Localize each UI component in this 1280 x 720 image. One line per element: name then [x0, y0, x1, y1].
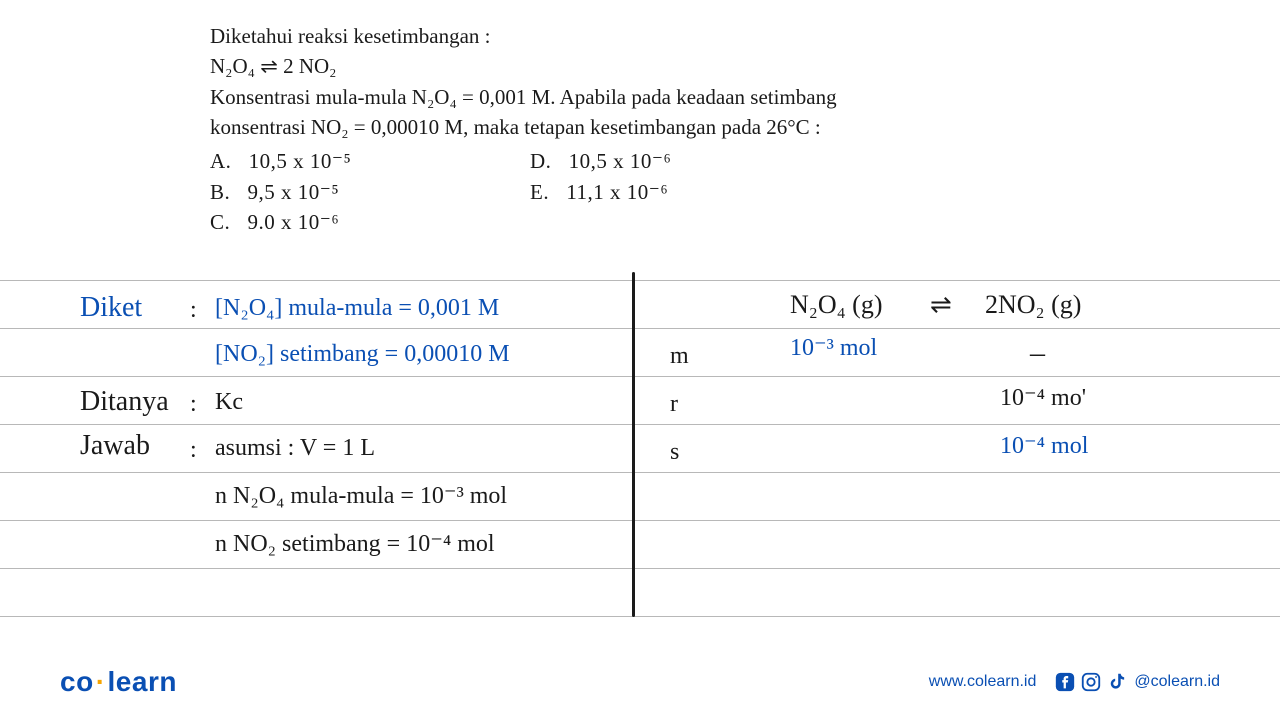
question-line1: Konsentrasi mula-mula N₂O₄ = 0,001 M. Ap…: [210, 83, 1110, 111]
ruled-line: [0, 376, 1280, 377]
option-e: E. 11,1 x 10⁻⁶: [530, 178, 850, 206]
jawab-sep: :: [190, 438, 197, 462]
ice-m-left: 10⁻³ mol: [790, 336, 877, 360]
option-b: B. 9,5 x 10⁻⁵: [210, 178, 530, 206]
ice-header-right: 2NO₂ (g): [985, 292, 1081, 318]
brand-co: co: [60, 666, 94, 697]
jawab-line2: n N₂O₄ mula-mula = 10⁻³ mol: [215, 484, 507, 508]
option-a-value: 10,5 x 10⁻⁵: [249, 149, 352, 173]
footer: co·learn www.colearn.id @colearn.id: [0, 662, 1280, 702]
jawab-label: Jawab: [80, 432, 150, 460]
tiktok-icon: [1106, 671, 1128, 693]
ice-r-right: 10⁻⁴ mo': [1000, 386, 1086, 410]
question-intro: Diketahui reaksi kesetimbangan :: [210, 22, 1110, 50]
ditanya-label: Ditanya: [80, 388, 169, 416]
option-d-value: 10,5 x 10⁻⁶: [569, 149, 672, 173]
ruled-line: [0, 472, 1280, 473]
vertical-divider: [632, 272, 635, 617]
question-equation: N₂O₄ ⇌ 2 NO₂: [210, 52, 1110, 80]
diket-label: Diket: [80, 294, 142, 322]
ditanya-value: Kc: [215, 390, 243, 414]
ice-header-left: N₂O₄ (g): [790, 292, 883, 318]
ruled-line: [0, 520, 1280, 521]
website-url: www.colearn.id: [929, 673, 1037, 691]
social-icons: [1054, 671, 1128, 693]
ice-header-arrow: ⇌: [930, 292, 952, 318]
option-c: C. 9.0 x 10⁻⁶: [210, 208, 530, 236]
ice-m-label: m: [670, 344, 689, 368]
jawab-line3: n NO₂ setimbang = 10⁻⁴ mol: [215, 532, 495, 556]
options-container: A. 10,5 x 10⁻⁵ B. 9,5 x 10⁻⁵ C. 9.0 x 10…: [210, 145, 1110, 238]
jawab-line1: asumsi : V = 1 L: [215, 436, 375, 460]
social-handle: @colearn.id: [1134, 673, 1220, 691]
ice-r-label: r: [670, 392, 678, 416]
diket-sep: :: [190, 298, 197, 322]
option-b-value: 9,5 x 10⁻⁵: [248, 180, 340, 204]
brand-learn: learn: [108, 666, 177, 697]
footer-right: www.colearn.id @colearn.id: [929, 671, 1220, 693]
ice-s-right: 10⁻⁴ mol: [1000, 434, 1088, 458]
option-a: A. 10,5 x 10⁻⁵: [210, 147, 530, 175]
ice-s-label: s: [670, 440, 679, 464]
option-e-value: 11,1 x 10⁻⁶: [566, 180, 668, 204]
question-line2: konsentrasi NO₂ = 0,00010 M, maka tetapa…: [210, 113, 1110, 141]
ruled-line: [0, 280, 1280, 281]
instagram-icon: [1080, 671, 1102, 693]
ruled-line: [0, 328, 1280, 329]
ice-m-right: –: [1030, 338, 1045, 368]
ruled-line: [0, 568, 1280, 569]
question-block: Diketahui reaksi kesetimbangan : N₂O₄ ⇌ …: [210, 20, 1110, 238]
brand-logo: co·learn: [60, 666, 177, 698]
ditanya-sep: :: [190, 392, 197, 416]
option-d: D. 10,5 x 10⁻⁶: [530, 147, 850, 175]
options-col-right: D. 10,5 x 10⁻⁶ E. 11,1 x 10⁻⁶: [530, 145, 850, 238]
facebook-icon: [1054, 671, 1076, 693]
social-block: @colearn.id: [1054, 671, 1220, 693]
option-c-value: 9.0 x 10⁻⁶: [248, 210, 340, 234]
brand-dot-icon: ·: [94, 666, 108, 697]
ruled-line: [0, 424, 1280, 425]
options-col-left: A. 10,5 x 10⁻⁵ B. 9,5 x 10⁻⁵ C. 9.0 x 10…: [210, 145, 530, 238]
ruled-line: [0, 616, 1280, 617]
diket-line1: [N₂O₄] mula-mula = 0,001 M: [215, 296, 499, 320]
diket-line2: [NO₂] setimbang = 0,00010 M: [215, 342, 510, 366]
